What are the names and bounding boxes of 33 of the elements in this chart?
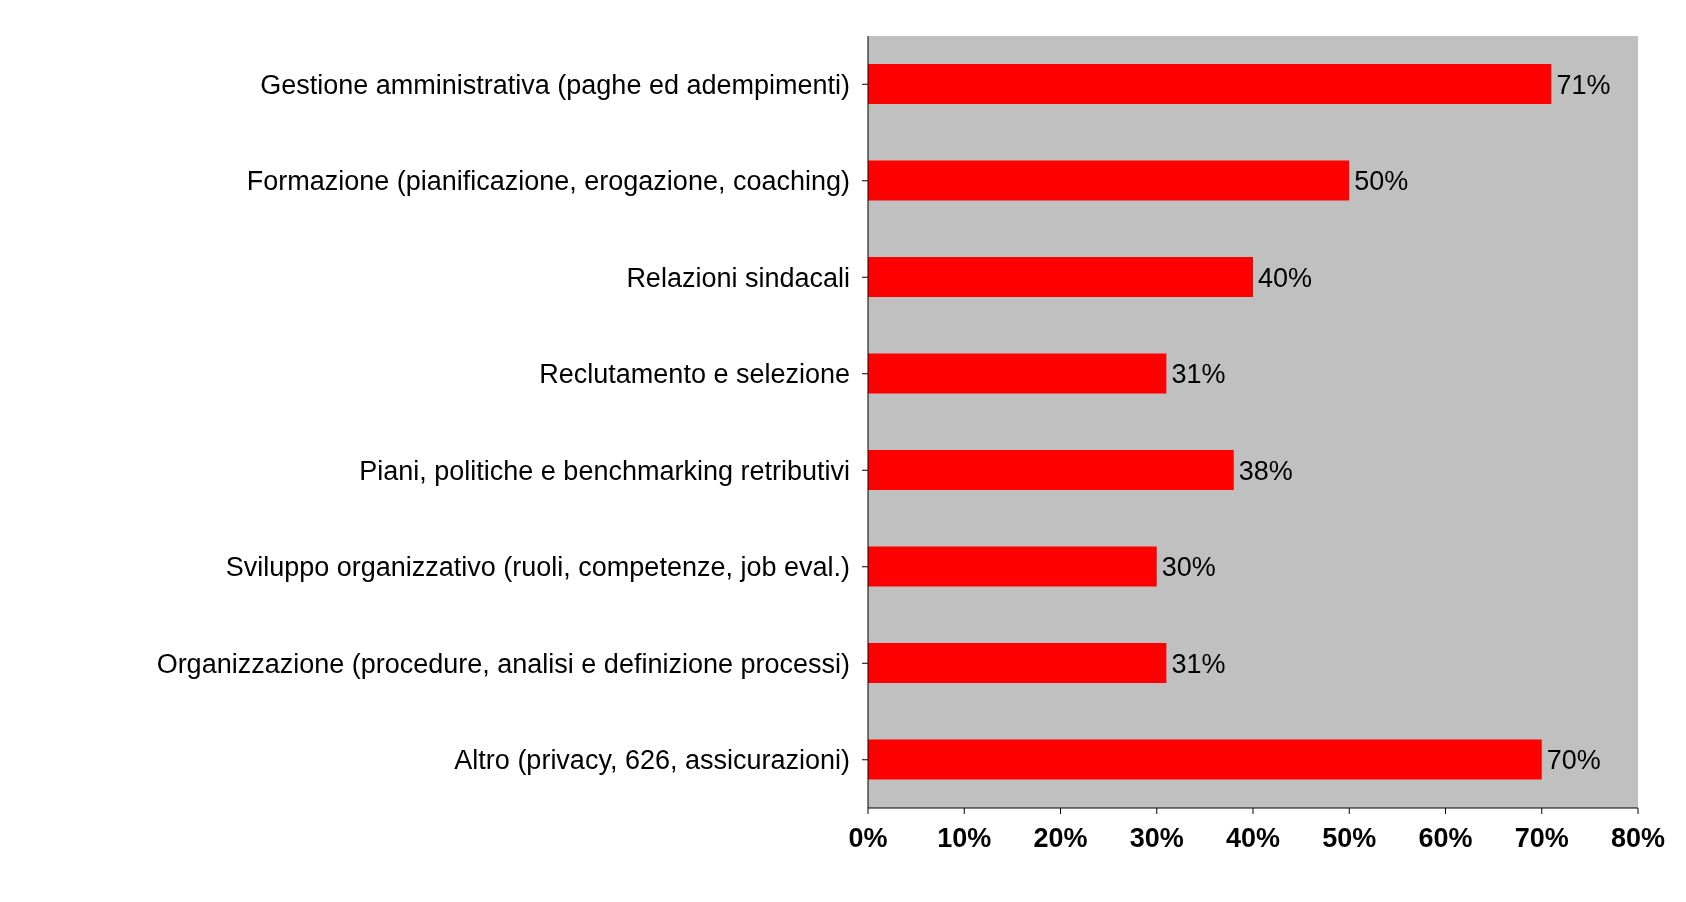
bar [868, 160, 1350, 201]
data-label: 30% [1161, 552, 1216, 583]
data-label: 38% [1238, 455, 1293, 486]
x-tick-label: 20% [1033, 823, 1088, 854]
data-label: 40% [1258, 262, 1313, 293]
bar [868, 257, 1253, 297]
bar [868, 64, 1552, 104]
data-label: 31% [1171, 359, 1226, 390]
bar [868, 739, 1542, 780]
y-tick-label: Relazioni sindacali [626, 262, 850, 293]
bar [868, 546, 1157, 587]
data-label: 71% [1556, 69, 1611, 100]
x-tick-label: 30% [1129, 823, 1184, 854]
y-tick-label: Gestione amministrativa (paghe ed adempimenti) [260, 69, 850, 100]
x-tick-label: 60% [1418, 823, 1473, 854]
y-tick-label: Formazione (pianificazione, erogazione, coaching) [246, 166, 850, 197]
y-tick-label: Organizzazione (procedure, analisi e definizione processi) [156, 648, 850, 679]
data-label: 70% [1546, 745, 1601, 776]
x-tick-label: 0% [848, 823, 888, 854]
y-tick-label: Sviluppo organizzativo (ruoli, competenze, job eval.) [225, 552, 850, 583]
y-tick-label: Reclutamento e selezione [539, 359, 850, 390]
x-tick-label: 10% [937, 823, 992, 854]
bar [868, 353, 1167, 394]
y-tick-label: Altro (privacy, 626, assicurazioni) [454, 745, 850, 776]
bar [868, 643, 1167, 683]
y-tick-label: Piani, politiche e benchmarking retributivi [359, 455, 850, 486]
data-label: 31% [1171, 648, 1226, 679]
x-tick-label: 50% [1322, 823, 1377, 854]
x-tick-label: 70% [1514, 823, 1569, 854]
data-label: 50% [1354, 166, 1409, 197]
bar [868, 450, 1234, 490]
x-tick-label: 40% [1225, 823, 1281, 854]
x-tick-label: 80% [1610, 823, 1666, 854]
